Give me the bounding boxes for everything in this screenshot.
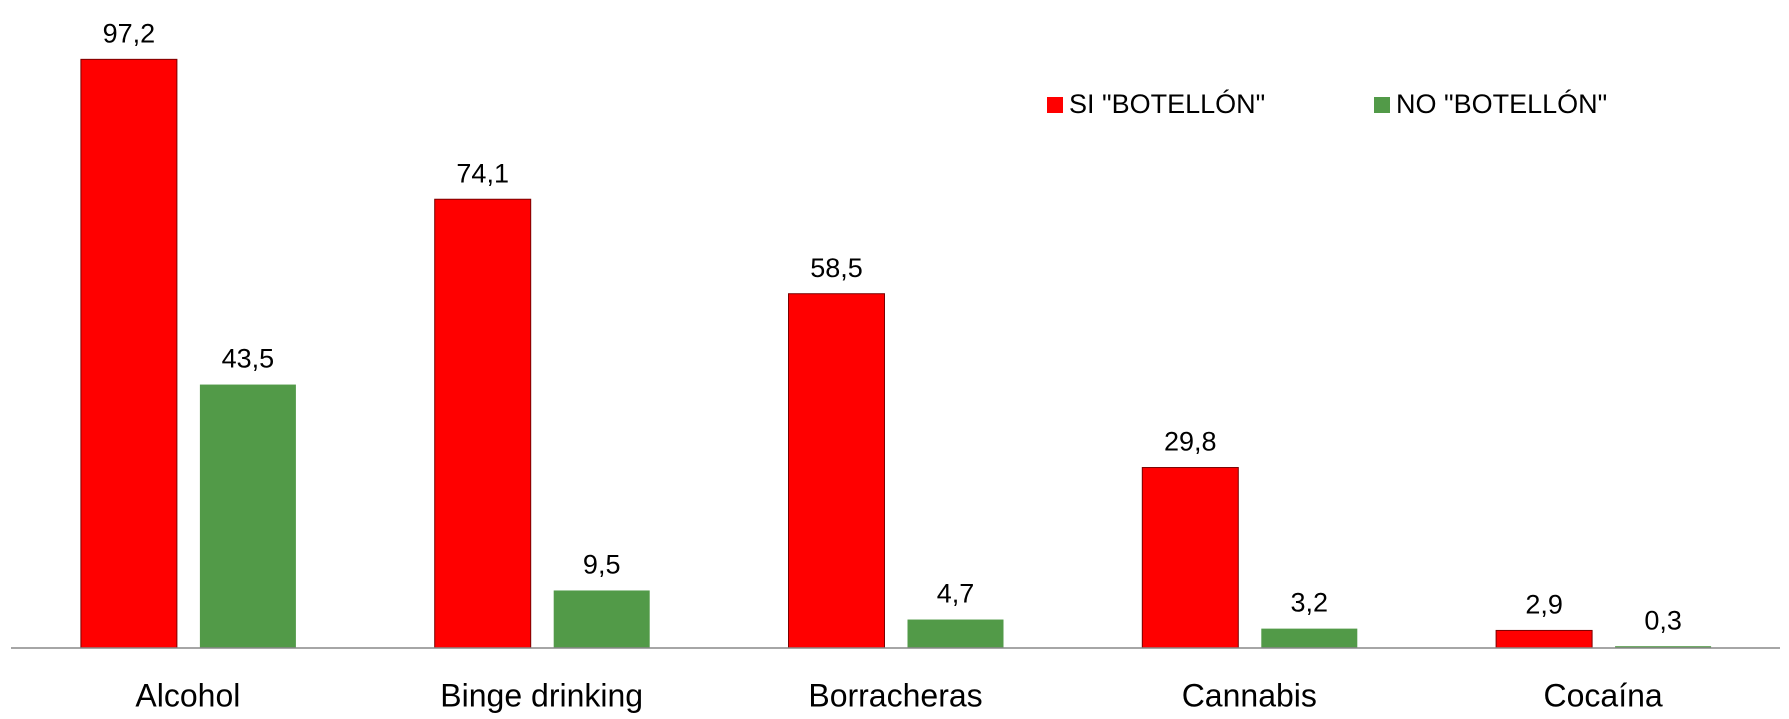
- bar: [788, 293, 885, 649]
- value-label: 74,1: [456, 158, 509, 188]
- bar: [1615, 646, 1712, 648]
- value-label: 2,9: [1525, 590, 1563, 620]
- bar: [1141, 467, 1239, 649]
- value-label: 58,5: [810, 253, 863, 283]
- value-label: 97,2: [103, 18, 156, 48]
- value-label: 4,7: [937, 579, 975, 609]
- bar: [80, 58, 178, 649]
- legend-label: NO "BOTELLÓN": [1396, 88, 1607, 119]
- bar: [1495, 629, 1593, 649]
- value-label: 29,8: [1164, 427, 1217, 457]
- value-label: 43,5: [222, 344, 275, 374]
- x-tick-label: Binge drinking: [440, 677, 643, 713]
- x-tick-label: Alcohol: [135, 677, 240, 713]
- legend-swatch: [1374, 97, 1390, 113]
- bar: [1261, 628, 1358, 648]
- bar: [434, 198, 532, 649]
- value-label: 9,5: [583, 550, 621, 580]
- x-tick-label: Cannabis: [1182, 677, 1317, 713]
- bar: [907, 619, 1004, 648]
- value-label: 3,2: [1291, 588, 1329, 618]
- legend-label: SI "BOTELLÓN": [1069, 88, 1265, 119]
- x-tick-label: Cocaína: [1544, 677, 1663, 713]
- value-label: 0,3: [1644, 605, 1682, 635]
- bar: [553, 590, 650, 648]
- bar: [199, 384, 296, 648]
- legend-swatch: [1047, 97, 1063, 113]
- x-tick-label: Borracheras: [808, 677, 982, 713]
